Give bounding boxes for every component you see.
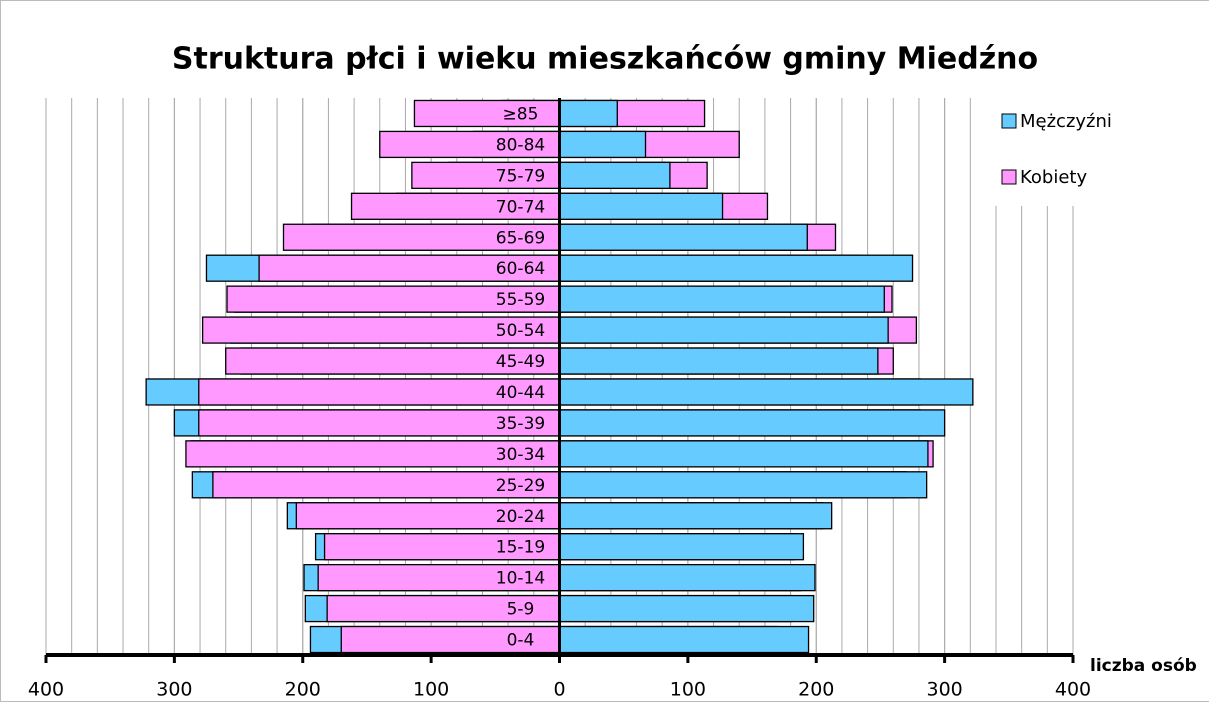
category-label: 5-9 — [507, 600, 535, 620]
bar — [558, 316, 889, 344]
bar — [379, 130, 561, 159]
x-tick-label: 200 — [798, 679, 834, 701]
bar — [558, 254, 914, 282]
bar — [226, 285, 561, 313]
x-tick-label: 400 — [1055, 679, 1091, 701]
bar — [558, 161, 671, 190]
legend-label: Mężczyźni — [1020, 111, 1112, 132]
bar — [198, 378, 561, 406]
bar — [558, 130, 647, 159]
bar — [558, 563, 816, 592]
bar — [212, 471, 561, 499]
bar — [558, 285, 885, 313]
category-label: 45-49 — [496, 352, 545, 372]
category-label: 20-24 — [496, 507, 545, 527]
bar — [558, 99, 618, 128]
x-axis-label: liczba osób — [1090, 656, 1197, 676]
legend-swatch — [1001, 113, 1017, 129]
category-label: 0-4 — [507, 631, 535, 651]
bar — [282, 223, 561, 251]
legend-swatch — [1001, 169, 1017, 185]
bar — [225, 347, 561, 375]
bar — [558, 625, 810, 654]
bar — [558, 378, 974, 406]
bar — [201, 316, 561, 344]
x-tick-label: 300 — [156, 679, 192, 701]
bar — [558, 347, 879, 375]
category-label: 35-39 — [496, 414, 545, 434]
x-tick-label: 0 — [553, 679, 565, 701]
category-label: 55-59 — [496, 290, 545, 310]
x-tick-label: 200 — [285, 679, 321, 701]
category-label: 75-79 — [496, 166, 545, 186]
bar — [185, 440, 561, 468]
bar — [558, 409, 946, 437]
category-label: 25-29 — [496, 476, 545, 496]
x-tick-label: 100 — [670, 679, 706, 701]
category-label: 70-74 — [496, 197, 545, 217]
bar — [323, 533, 561, 561]
category-label: 30-34 — [496, 445, 545, 465]
x-tick-label: 100 — [413, 679, 449, 701]
x-tick-label: 400 — [28, 679, 64, 701]
legend-label: Kobiety — [1020, 167, 1087, 188]
category-label: 60-64 — [496, 259, 545, 279]
bar — [558, 594, 815, 623]
category-label: 50-54 — [496, 321, 545, 341]
x-tick-label: 300 — [926, 679, 962, 701]
bar — [326, 594, 561, 623]
bar — [340, 625, 561, 654]
bar — [198, 409, 561, 437]
bar — [558, 440, 929, 468]
category-label: 65-69 — [496, 228, 545, 248]
bar — [558, 533, 805, 561]
bar — [558, 223, 808, 251]
bar — [317, 563, 561, 592]
chart-title: Struktura płci i wieku mieszkańców gminy… — [172, 42, 1038, 77]
category-label: 10-14 — [496, 569, 545, 589]
category-label: 80-84 — [496, 135, 545, 155]
legend-box — [995, 98, 1209, 206]
bar — [558, 502, 833, 530]
category-label: ≥85 — [503, 104, 539, 124]
category-label: 15-19 — [496, 538, 545, 558]
category-label: 40-44 — [496, 383, 545, 403]
bar — [558, 192, 724, 220]
bar — [558, 471, 928, 499]
